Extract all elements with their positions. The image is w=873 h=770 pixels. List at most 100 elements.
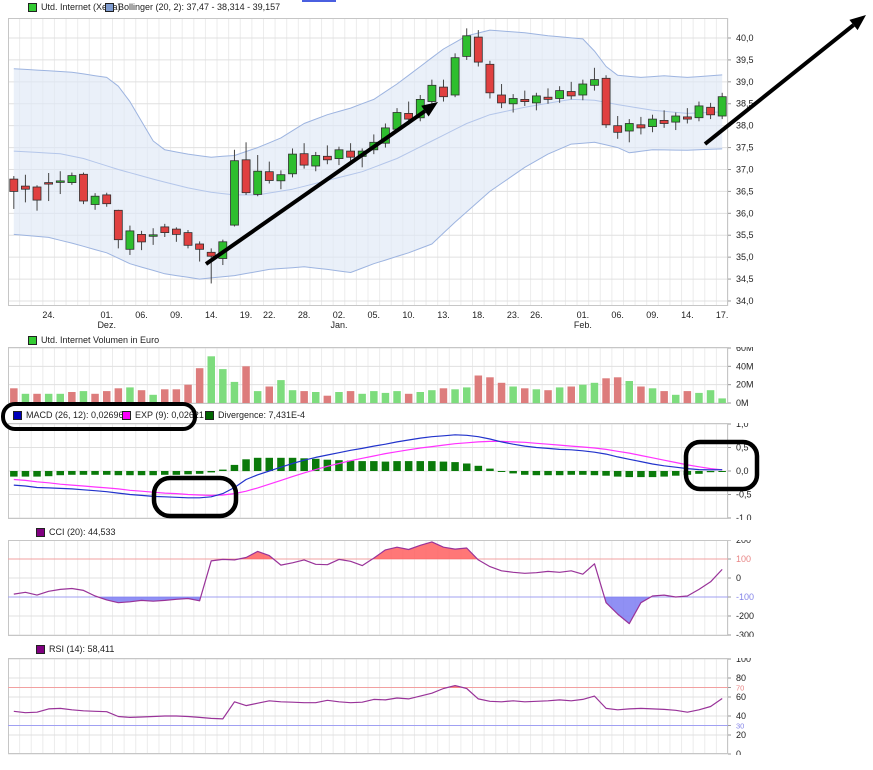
candle [613, 125, 623, 133]
candle [346, 150, 356, 158]
candle [555, 90, 564, 99]
svg-text:40,0: 40,0 [736, 33, 754, 43]
volume-bar [718, 398, 726, 403]
svg-text:200: 200 [736, 540, 751, 545]
divergence-bar [451, 462, 459, 471]
candle [183, 232, 193, 246]
divergence-legend-item: Divergence: 7,431E-4 [205, 411, 305, 420]
volume-bar [195, 368, 204, 403]
divergence-bar [312, 458, 320, 471]
divergence-bar [184, 471, 192, 475]
candle [253, 170, 263, 195]
macd-swatch [13, 411, 22, 420]
svg-text:60: 60 [736, 692, 746, 702]
volume-bar [393, 391, 401, 403]
macd-label: MACD (26, 12): 0,02696 [26, 410, 124, 420]
candle [578, 83, 588, 96]
volume-bar [265, 386, 273, 403]
divergence-bar [56, 471, 64, 476]
svg-text:22.: 22. [263, 310, 276, 320]
svg-text:20: 20 [736, 730, 746, 740]
svg-text:-1,0: -1,0 [736, 513, 752, 520]
svg-text:0: 0 [736, 749, 741, 755]
volume-bar [567, 386, 575, 403]
divergence-bar [497, 471, 506, 472]
volume-bar [706, 390, 715, 403]
divergence-bar [126, 471, 134, 476]
candle [404, 113, 414, 120]
volume-bar [381, 392, 390, 403]
exp-swatch [122, 411, 131, 420]
candle [590, 79, 599, 86]
volume-bar [370, 391, 378, 403]
svg-text:36,0: 36,0 [736, 208, 754, 218]
volume-bar [509, 386, 517, 403]
volume-bar [613, 377, 622, 403]
volume-bar [428, 390, 436, 403]
svg-text:06.: 06. [611, 310, 624, 320]
volume-bar [21, 393, 30, 403]
candle [55, 180, 65, 183]
price-series-label: Utd. Internet (Xetra) [41, 2, 121, 12]
candle [566, 91, 576, 97]
divergence-bar [114, 471, 123, 476]
svg-text:100: 100 [736, 554, 751, 564]
svg-text:Feb.: Feb. [574, 320, 592, 330]
divergence-bar [44, 471, 53, 477]
divergence-bar [358, 461, 366, 471]
volume-bar [172, 389, 181, 404]
candle [322, 155, 332, 161]
candle [299, 153, 309, 166]
rsi-label: RSI (14): 58,411 [49, 644, 115, 654]
svg-text:Dez.: Dez. [97, 320, 116, 330]
candle [288, 153, 297, 175]
candle [230, 160, 239, 226]
divergence-bar [230, 464, 239, 471]
candle [706, 106, 715, 116]
divergence-bar [288, 457, 297, 471]
divergence-bar [300, 458, 308, 471]
divergence-bar [137, 471, 146, 476]
svg-text:0,0: 0,0 [736, 466, 749, 476]
divergence-bar [91, 471, 99, 475]
rsi-legend-item: RSI (14): 58,411 [36, 645, 114, 654]
divergence-bar [474, 465, 483, 471]
divergence-bar [346, 460, 355, 471]
volume-bar [33, 393, 41, 403]
svg-text:34,0: 34,0 [736, 296, 754, 306]
svg-text:39,5: 39,5 [736, 55, 754, 65]
svg-text:0,5: 0,5 [736, 443, 749, 453]
divergence-bar [265, 457, 273, 471]
volume-swatch [28, 336, 37, 345]
candle [137, 233, 146, 243]
candle [160, 226, 170, 233]
divergence-bar [706, 471, 715, 473]
svg-text:20M: 20M [736, 380, 754, 390]
volume-bar [91, 393, 99, 403]
svg-text:13.: 13. [437, 310, 450, 320]
bollinger-swatch [105, 3, 114, 12]
candle [276, 174, 286, 182]
cci-label: CCI (20): 44,533 [49, 527, 116, 537]
volume-bar [544, 390, 552, 403]
candle [485, 63, 495, 94]
candle [532, 95, 541, 104]
svg-text:28.: 28. [298, 310, 311, 320]
divergence-bar [416, 461, 424, 471]
volume-bar [288, 390, 297, 403]
svg-text:09.: 09. [646, 310, 659, 320]
divergence-bar [463, 463, 471, 471]
divergence-bar [486, 468, 494, 471]
divergence-bar [207, 471, 215, 473]
volume-bar [277, 380, 285, 403]
volume-bar [312, 392, 320, 403]
exp-label: EXP (9): 0,02621 [135, 410, 204, 420]
candle [717, 96, 727, 117]
candle [659, 120, 669, 124]
volume-legend-item: Utd. Internet Volumen in Euro [28, 336, 159, 345]
volume-bar [521, 388, 529, 403]
candle [357, 150, 367, 157]
candle [369, 141, 379, 151]
divergence-bar [672, 471, 680, 476]
candle [694, 105, 704, 119]
